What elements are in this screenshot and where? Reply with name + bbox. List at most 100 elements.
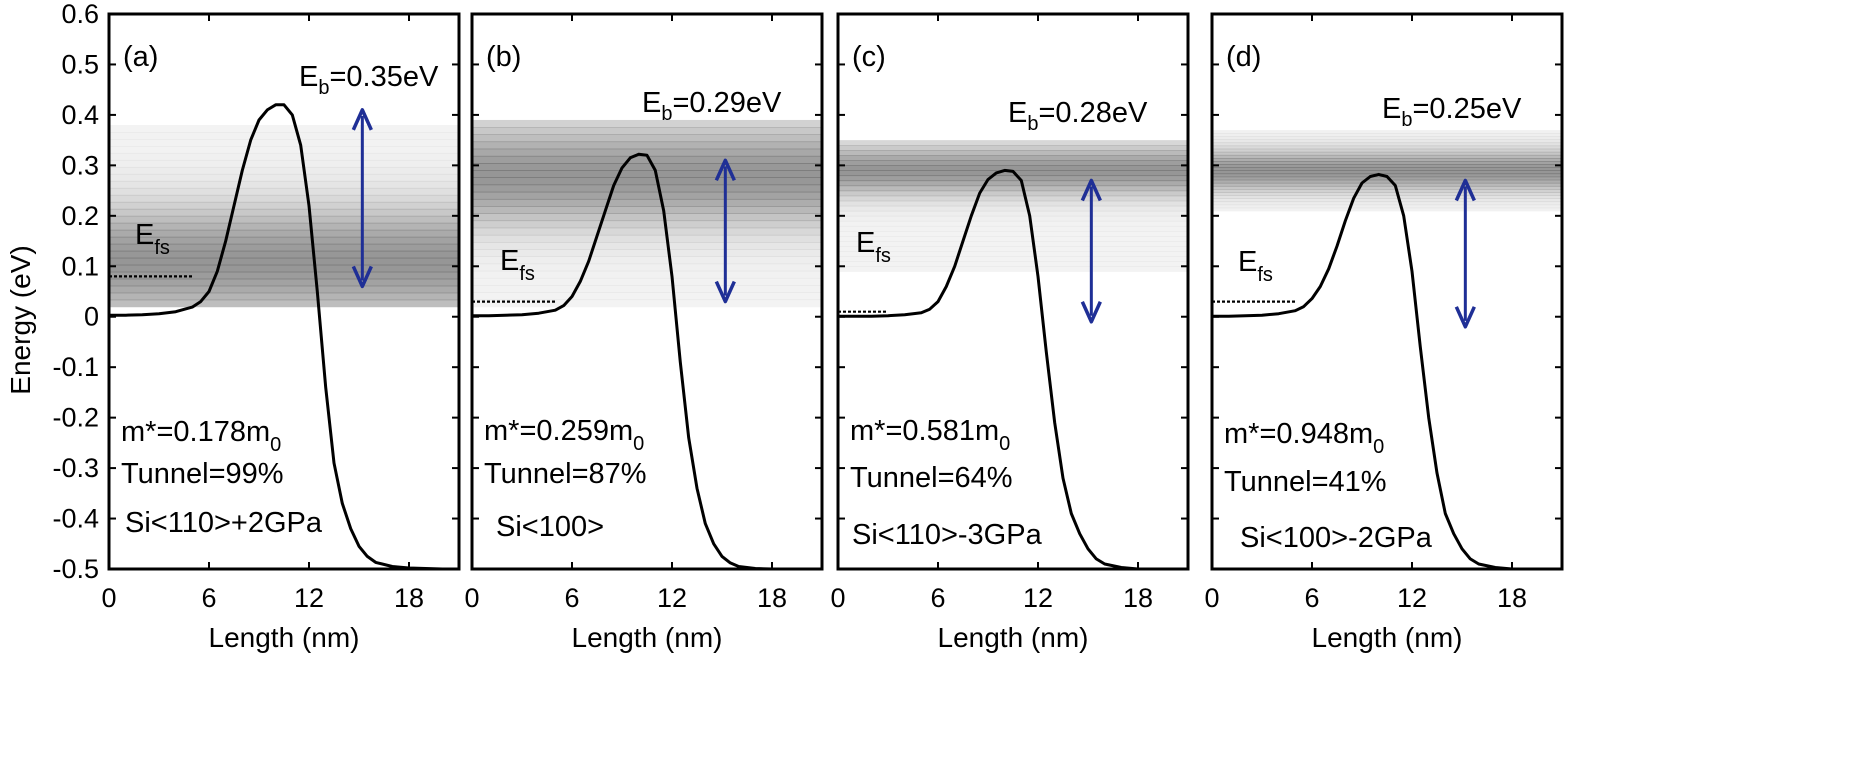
- band-strip: [472, 270, 822, 279]
- band-strip: [1212, 201, 1562, 206]
- tunnel-probability-label: Tunnel=99%: [121, 458, 284, 490]
- x-tick-label: 6: [201, 583, 216, 613]
- barrier-height-arrow: [351, 108, 373, 289]
- band-strip: [1212, 167, 1562, 172]
- barrier-height-arrow: [1080, 178, 1102, 324]
- x-tick-label: 6: [930, 583, 945, 613]
- barrier-curve: [1212, 172, 1562, 571]
- barrier-energy-label: Eb=0.35eV: [299, 61, 439, 99]
- x-tick-label: 18: [757, 583, 787, 613]
- band-strip: [838, 160, 1188, 166]
- tunnel-probability-label: Tunnel=41%: [1224, 466, 1387, 498]
- band-strip: [838, 246, 1188, 252]
- band-strip: [1212, 157, 1562, 162]
- arrow-head-up: [1454, 178, 1476, 202]
- band-strip: [109, 173, 459, 182]
- band-strip: [1212, 195, 1562, 199]
- band-strip: [1212, 154, 1562, 159]
- y-tick-label: -0.1: [52, 352, 99, 382]
- band-strip: [109, 145, 459, 154]
- band-strip: [472, 206, 822, 214]
- band-strip: [109, 264, 459, 273]
- band-strip: [109, 194, 459, 203]
- band-strip: [1212, 133, 1562, 137]
- plot-frame: [1210, 12, 1564, 571]
- y-tick-label: 0.6: [61, 0, 99, 29]
- x-tick-label: 0: [1204, 583, 1219, 613]
- y-tick-label: -0.4: [52, 504, 99, 534]
- y-tick-label: -0.2: [52, 403, 99, 433]
- band-strip: [472, 141, 822, 150]
- panel-label: (a): [123, 41, 158, 73]
- band-strip: [838, 195, 1188, 202]
- band-strip: [109, 278, 459, 287]
- panels-group: 0.60.50.40.30.20.10-0.1-0.2-0.3-0.4-0.50…: [52, 0, 1564, 653]
- band-strip: [1212, 170, 1562, 175]
- plot-frame: [836, 12, 1190, 571]
- band-strip: [838, 256, 1188, 262]
- band-strip: [838, 200, 1188, 207]
- band-strip: [109, 187, 459, 196]
- band-strip: [1212, 179, 1562, 184]
- tunnel-probability-label: Tunnel=64%: [850, 462, 1013, 494]
- arrow-head-up: [714, 158, 736, 182]
- band-strip: [1212, 164, 1562, 168]
- barrier-height-arrow: [1454, 178, 1476, 329]
- band-strip: [109, 125, 459, 133]
- arrow-head-down: [1454, 306, 1476, 329]
- band-strip: [838, 155, 1188, 161]
- x-tick-label: 6: [564, 583, 579, 613]
- band-strip: [838, 241, 1188, 247]
- energy-distribution-band: [1212, 130, 1562, 212]
- y-tick-label: 0.3: [61, 150, 99, 180]
- band-strip: [838, 225, 1188, 232]
- band-strip: [1212, 130, 1562, 134]
- fermi-level-label: Efs: [500, 245, 535, 285]
- x-tick-label: 18: [1497, 583, 1527, 613]
- y-tick-label: -0.3: [52, 453, 99, 483]
- band-strip: [472, 184, 822, 193]
- band-strip: [838, 190, 1188, 197]
- band-strip: [838, 236, 1188, 242]
- band-strip: [109, 299, 459, 308]
- band-strip: [109, 222, 459, 231]
- panel-label: (d): [1226, 41, 1261, 73]
- band-strip: [472, 119, 822, 128]
- band-strip: [472, 213, 822, 222]
- band-strip: [838, 180, 1188, 187]
- plot-frame: [107, 12, 461, 571]
- band-strip: [109, 229, 459, 238]
- band-strip: [838, 230, 1188, 237]
- band-strip: [838, 165, 1188, 172]
- band-strip: [1212, 204, 1562, 209]
- band-strip: [472, 163, 822, 171]
- band-strip: [109, 236, 459, 245]
- band-strip: [472, 155, 822, 164]
- band-strip: [109, 166, 459, 175]
- band-strip: [838, 145, 1188, 151]
- band-strip: [472, 234, 822, 243]
- y-tick-label: 0.1: [61, 251, 99, 281]
- material-label: Si<110>-3GPa: [852, 519, 1043, 551]
- band-strip: [109, 292, 459, 301]
- arrow-head-down: [714, 280, 736, 304]
- band-strip: [838, 220, 1188, 227]
- band-strip: [109, 152, 459, 161]
- band-strip: [109, 215, 459, 224]
- band-strip: [109, 201, 459, 210]
- band-strip: [838, 150, 1188, 156]
- band-strip: [472, 277, 822, 286]
- band-strip: [1212, 182, 1562, 187]
- band-strip: [472, 227, 822, 236]
- band-strip: [109, 159, 459, 168]
- tunnel-probability-label: Tunnel=87%: [484, 458, 647, 490]
- y-tick-label: 0.2: [61, 201, 99, 231]
- x-tick-label: 12: [1397, 583, 1427, 613]
- band-strip: [1212, 185, 1562, 190]
- band-strip: [109, 285, 459, 294]
- material-label: Si<100>: [496, 511, 604, 543]
- band-strip: [109, 243, 459, 252]
- effective-mass-label: m*=0.581m0: [850, 415, 1010, 455]
- band-strip: [838, 210, 1188, 217]
- band-strip: [472, 292, 822, 301]
